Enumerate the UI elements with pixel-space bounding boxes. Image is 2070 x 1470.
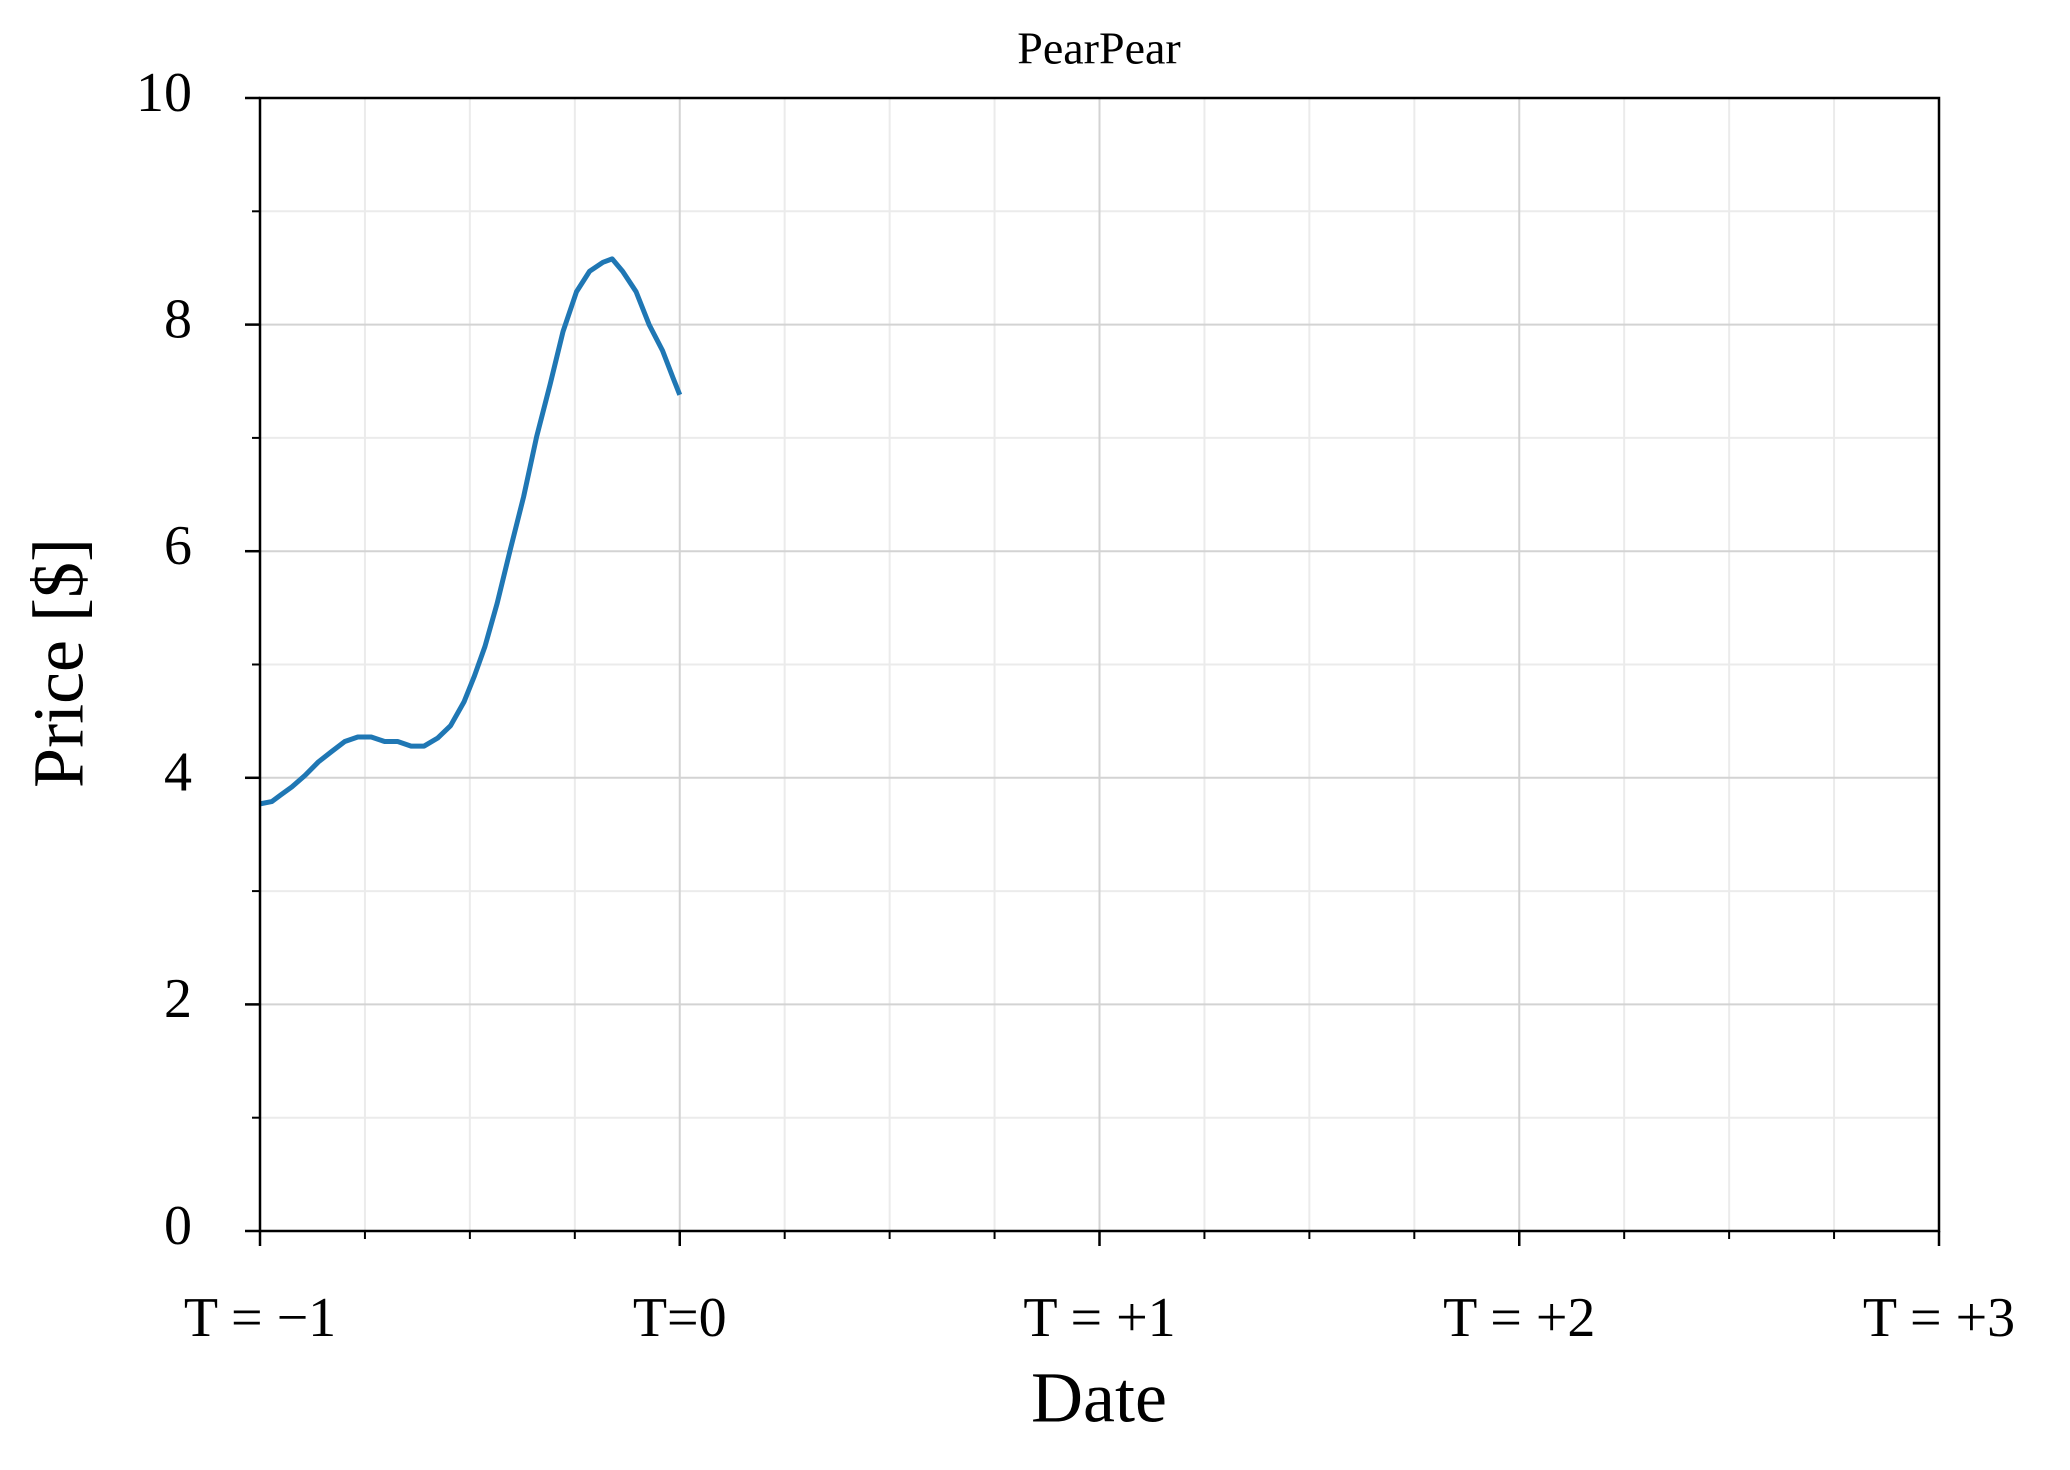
y-tick-label: 6 [164, 515, 192, 577]
y-tick-label: 2 [164, 968, 192, 1030]
chart-title: PearPear [1017, 23, 1180, 74]
data-line [259, 256, 683, 807]
x-tick-label: T = +3 [1863, 1287, 2015, 1349]
x-tick-label: T = +1 [1023, 1287, 1175, 1349]
y-tick-label: 4 [164, 742, 192, 804]
plot-frame [258, 96, 1941, 1233]
y-axis-label: Price [$] [19, 538, 99, 788]
y-tick-label: 0 [164, 1195, 192, 1257]
x-tick-label: T = +2 [1443, 1287, 1595, 1349]
x-axis-label: Date [1031, 1358, 1167, 1438]
y-tick-label: 10 [136, 62, 192, 124]
x-tick-label: T=0 [633, 1287, 727, 1349]
x-tick-label: T = −1 [184, 1287, 336, 1349]
y-tick-label: 8 [164, 288, 192, 350]
